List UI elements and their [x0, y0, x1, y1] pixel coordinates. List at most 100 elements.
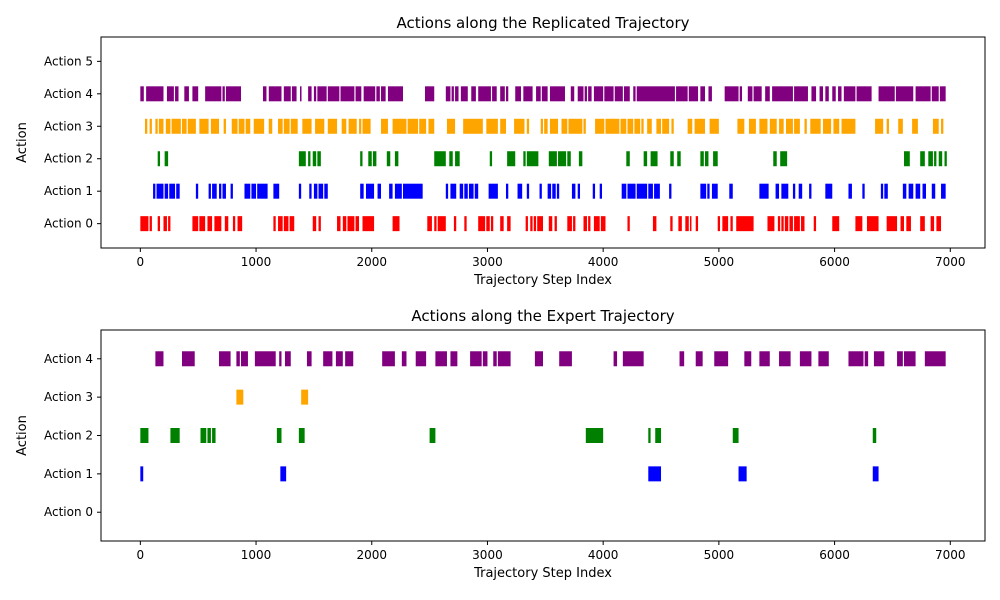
action-segment — [169, 183, 176, 199]
action-segment — [904, 151, 910, 167]
action-segment — [317, 86, 327, 102]
action-segment — [777, 216, 781, 232]
action-segment — [362, 216, 375, 232]
action-segment — [930, 216, 935, 232]
action-segment — [570, 86, 575, 102]
action-segment — [500, 118, 506, 134]
action-segment — [605, 118, 620, 134]
action-segment — [676, 86, 688, 102]
action-segment — [482, 351, 488, 367]
action-segment — [283, 216, 289, 232]
action-segment — [236, 389, 244, 405]
action-segment — [268, 118, 273, 134]
action-segment — [818, 351, 829, 367]
action-segment — [207, 216, 213, 232]
x-tick-label: 7000 — [935, 548, 966, 562]
action-segment — [813, 216, 817, 232]
action-segment — [626, 151, 630, 167]
action-segment — [523, 86, 533, 102]
action-segment — [915, 183, 921, 199]
action-segment — [655, 428, 662, 443]
action-segment — [526, 118, 530, 134]
action-segment — [298, 428, 305, 443]
action-segment — [500, 86, 505, 102]
action-segment — [278, 216, 283, 232]
action-segment — [843, 86, 856, 102]
action-segment — [168, 216, 171, 232]
action-segment — [360, 151, 363, 167]
action-segment — [515, 86, 522, 102]
action-segment — [856, 86, 872, 102]
action-segment — [276, 428, 282, 443]
action-segment — [707, 183, 710, 199]
action-segment — [219, 183, 222, 199]
y-tick-label: Action 0 — [44, 505, 93, 519]
action-segment — [212, 183, 217, 199]
action-segment — [561, 118, 568, 134]
action-segment — [540, 118, 543, 134]
action-segment — [415, 351, 427, 367]
action-segment — [547, 183, 552, 199]
y-tick-label: Action 1 — [44, 184, 93, 198]
action-segment — [424, 86, 435, 102]
action-segment — [934, 151, 937, 167]
action-segment — [648, 428, 651, 443]
action-segment — [200, 428, 207, 443]
action-segment — [225, 86, 241, 102]
action-segment — [315, 118, 325, 134]
action-segment — [530, 216, 533, 232]
action-segment — [833, 118, 840, 134]
action-segment — [677, 151, 681, 167]
action-segment — [614, 86, 623, 102]
action-segment — [231, 118, 238, 134]
action-segment — [722, 216, 729, 232]
action-segment — [302, 118, 312, 134]
action-segment — [775, 183, 780, 199]
action-segment — [195, 183, 199, 199]
action-segment — [445, 183, 449, 199]
action-segment — [210, 118, 220, 134]
action-segment — [912, 118, 918, 134]
action-segment — [474, 183, 479, 199]
x-tick-label: 5000 — [704, 255, 735, 269]
action-segment — [810, 118, 821, 134]
action-segment — [389, 183, 393, 199]
action-segment — [280, 466, 287, 482]
action-segment — [507, 151, 516, 167]
action-segment — [920, 216, 925, 232]
action-segment — [794, 216, 800, 232]
action-segment — [809, 183, 812, 199]
action-segment — [784, 216, 789, 232]
action-segment — [392, 216, 400, 232]
action-segment — [924, 351, 946, 367]
action-segment — [753, 86, 762, 102]
y-tick-label: Action 2 — [44, 152, 93, 166]
action-segment — [254, 351, 276, 367]
action-segment — [838, 86, 842, 102]
action-segment — [583, 216, 587, 232]
action-segment — [158, 118, 164, 134]
action-segment — [577, 86, 584, 102]
action-segment — [290, 118, 298, 134]
action-segment — [689, 216, 692, 232]
action-segment — [184, 86, 189, 102]
action-segment — [648, 466, 662, 482]
action-segment — [559, 351, 572, 367]
action-segment — [938, 151, 943, 167]
action-segment — [156, 183, 164, 199]
action-segment — [687, 118, 693, 134]
action-segment — [908, 183, 914, 199]
action-segment — [171, 118, 181, 134]
action-segment — [633, 86, 636, 102]
action-segment — [392, 118, 407, 134]
action-segment — [283, 86, 291, 102]
action-segment — [176, 183, 180, 199]
chart-title: Actions along the Replicated Trajectory — [396, 14, 689, 32]
action-segment — [327, 118, 338, 134]
action-segment — [652, 216, 657, 232]
action-segment — [724, 86, 739, 102]
action-segment — [759, 351, 770, 367]
action-segment — [347, 216, 355, 232]
action-segment — [289, 216, 295, 232]
action-segment — [792, 183, 796, 199]
